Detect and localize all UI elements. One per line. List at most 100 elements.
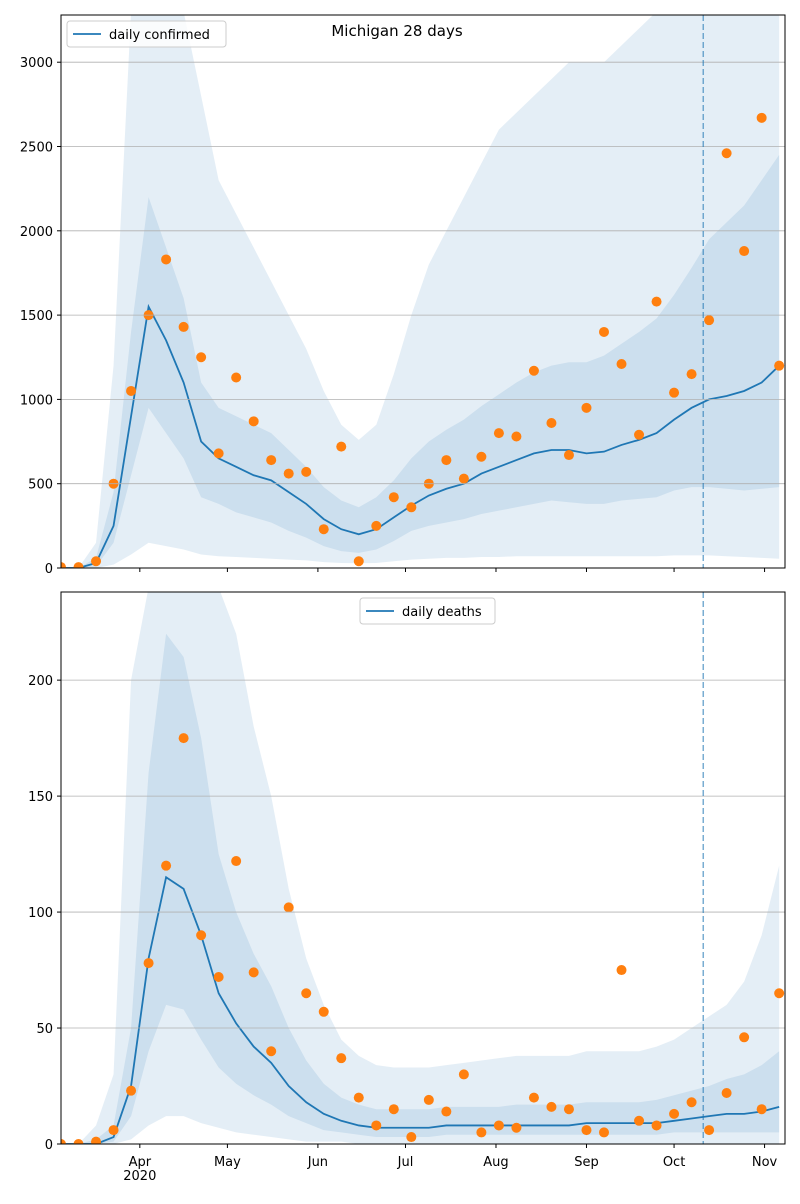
y-tick-label: 1000 <box>20 393 53 408</box>
data-point <box>616 358 627 369</box>
data-point <box>686 369 697 380</box>
data-point <box>283 468 294 479</box>
data-point <box>721 1087 732 1098</box>
band <box>61 633 780 1144</box>
data-point <box>458 473 469 484</box>
data-point <box>248 967 259 978</box>
data-point <box>336 1053 347 1064</box>
data-point <box>441 455 452 466</box>
data-point <box>599 326 609 337</box>
data-point <box>528 1092 539 1103</box>
data-point <box>126 385 137 396</box>
data-point <box>669 1108 680 1119</box>
y-tick-label: 1500 <box>20 309 53 324</box>
y-tick-label: 100 <box>28 906 53 921</box>
data-point <box>231 856 242 867</box>
data-point <box>143 958 154 969</box>
y-tick-label: 0 <box>45 1138 53 1153</box>
legend-label: daily confirmed <box>109 28 210 43</box>
y-tick-label: 2500 <box>20 141 53 156</box>
data-point <box>73 562 84 568</box>
data-point <box>73 1139 84 1144</box>
x-tick-label: Jun <box>307 1155 328 1170</box>
data-point <box>616 965 627 976</box>
data-point <box>721 148 732 159</box>
y-tick-label: 500 <box>28 478 53 493</box>
axes-frame <box>60 591 786 1145</box>
data-point <box>563 1104 574 1115</box>
data-point <box>546 1101 557 1112</box>
data-point <box>581 1125 592 1136</box>
legend-label: daily deaths <box>402 605 482 620</box>
data-point <box>739 1032 750 1043</box>
data-point <box>651 296 662 307</box>
y-tick-label: 2000 <box>20 225 53 240</box>
data-point <box>756 112 767 123</box>
chart-title: Michigan 28 days <box>331 22 462 40</box>
data-point <box>493 428 504 439</box>
x-tick-label: Nov <box>752 1155 778 1170</box>
data-point <box>774 988 785 999</box>
data-point <box>178 733 189 744</box>
data-point <box>599 1127 609 1138</box>
data-point <box>634 1115 645 1126</box>
data-point <box>266 455 277 466</box>
line <box>61 303 780 568</box>
data-point <box>318 524 329 535</box>
y-tick-label: 3000 <box>20 56 53 71</box>
data-point <box>634 429 645 440</box>
data-point <box>774 360 785 371</box>
y-tick-label: 150 <box>28 790 53 805</box>
x-tick-label: Jul <box>397 1155 414 1170</box>
data-point <box>511 1122 522 1133</box>
x-tick-label: Oct <box>663 1155 685 1170</box>
data-point <box>476 1127 487 1138</box>
y-tick-label: 200 <box>28 674 53 689</box>
data-point <box>301 988 312 999</box>
data-point <box>231 372 242 383</box>
data-point <box>528 365 539 376</box>
data-point <box>406 502 417 513</box>
data-point <box>406 1132 417 1143</box>
data-point <box>178 321 189 332</box>
data-point <box>61 1139 66 1144</box>
data-point <box>511 431 522 442</box>
data-point <box>458 1069 469 1080</box>
data-point <box>651 1120 662 1131</box>
data-point <box>283 902 294 913</box>
band <box>61 15 780 568</box>
x-tick-label: Aug <box>483 1155 508 1170</box>
data-point <box>423 1094 434 1105</box>
data-point <box>756 1104 767 1115</box>
data-point <box>546 418 557 429</box>
data-point <box>196 930 207 941</box>
y-tick-label: 0 <box>45 562 53 577</box>
data-point <box>61 562 66 568</box>
plot-area <box>61 592 785 1144</box>
data-point <box>196 352 207 363</box>
data-point <box>336 441 347 452</box>
data-point <box>318 1006 329 1017</box>
data-point <box>91 1136 102 1144</box>
legend-box <box>66 20 227 48</box>
data-point <box>669 387 680 398</box>
data-point <box>476 451 487 462</box>
y-tick-label: 50 <box>36 1022 53 1037</box>
data-point <box>108 1125 119 1136</box>
data-point <box>493 1120 504 1131</box>
data-point <box>388 492 399 503</box>
x-tick-label: Apr 2020 <box>123 1155 156 1184</box>
data-point <box>686 1097 697 1108</box>
data-point <box>353 1092 364 1103</box>
data-point <box>161 860 172 871</box>
data-point <box>371 520 382 531</box>
data-point <box>213 448 224 459</box>
x-tick-label: May <box>214 1155 241 1170</box>
data-point <box>441 1106 452 1117</box>
data-point <box>563 450 574 461</box>
data-point <box>371 1120 382 1131</box>
band <box>61 592 780 1144</box>
axes-frame <box>60 14 786 569</box>
data-point <box>213 972 224 983</box>
